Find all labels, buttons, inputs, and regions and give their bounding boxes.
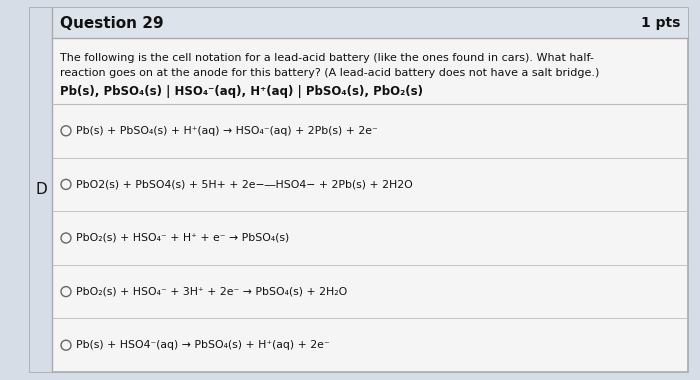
Text: The following is the cell notation for a lead-acid battery (like the ones found : The following is the cell notation for a… <box>60 53 594 63</box>
Text: reaction goes on at the anode for this battery? (A lead-acid battery does not ha: reaction goes on at the anode for this b… <box>60 68 599 78</box>
Text: PbO₂(s) + HSO₄⁻ + 3H⁺ + 2e⁻ → PbSO₄(s) + 2H₂O: PbO₂(s) + HSO₄⁻ + 3H⁺ + 2e⁻ → PbSO₄(s) +… <box>76 287 347 297</box>
Text: PbO₂(s) + HSO₄⁻ + H⁺ + e⁻ → PbSO₄(s): PbO₂(s) + HSO₄⁻ + H⁺ + e⁻ → PbSO₄(s) <box>76 233 289 243</box>
Text: PbO2(s) + PbSO4(s) + 5H+ + 2e−―HSO4− + 2Pb(s) + 2H2O: PbO2(s) + PbSO4(s) + 5H+ + 2e−―HSO4− + 2… <box>76 179 413 189</box>
Text: 1 pts: 1 pts <box>640 16 680 30</box>
Text: Pb(s), PbSO₄(s) | HSO₄⁻(aq), H⁺(aq) | PbSO₄(s), PbO₂(s): Pb(s), PbSO₄(s) | HSO₄⁻(aq), H⁺(aq) | Pb… <box>60 84 423 98</box>
Text: Pb(s) + PbSO₄(s) + H⁺(aq) → HSO₄⁻(aq) + 2Pb(s) + 2e⁻: Pb(s) + PbSO₄(s) + H⁺(aq) → HSO₄⁻(aq) + … <box>76 126 378 136</box>
Text: Question 29: Question 29 <box>60 16 164 30</box>
Bar <box>30 8 52 372</box>
Text: D: D <box>35 182 47 198</box>
Bar <box>52 8 688 38</box>
Text: Pb(s) + HSO4⁻(aq) → PbSO₄(s) + H⁺(aq) + 2e⁻: Pb(s) + HSO4⁻(aq) → PbSO₄(s) + H⁺(aq) + … <box>76 340 330 350</box>
